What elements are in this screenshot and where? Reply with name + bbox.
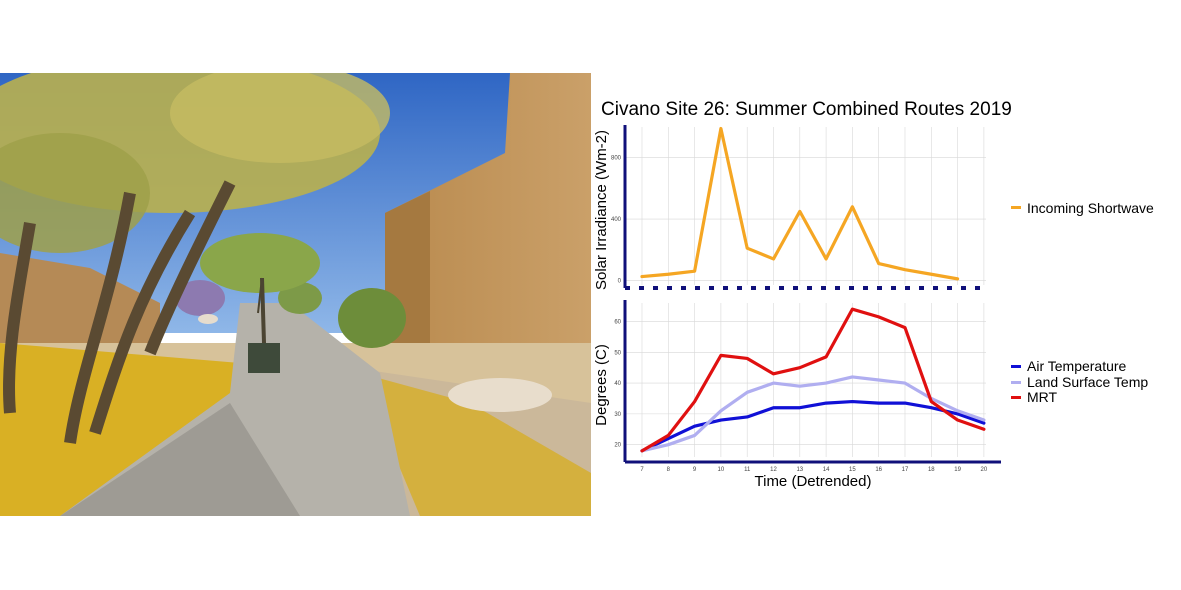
legend-label-incoming-shortwave: Incoming Shortwave <box>1027 200 1154 216</box>
site-photo <box>0 73 591 516</box>
bottom-y-tick-label: 20 <box>614 443 621 449</box>
legend-key-air-temperature <box>1011 365 1021 368</box>
x-tick-label: 12 <box>770 467 777 473</box>
tree-trunks <box>3 180 236 444</box>
bottom-y-tick-label: 30 <box>614 412 621 418</box>
legend-key-mrt <box>1011 396 1021 399</box>
x-tick-label: 7 <box>640 467 644 473</box>
top-y-tick-label: 0 <box>618 278 622 284</box>
x-tick-label: 10 <box>718 467 725 473</box>
top-y-tick-label: 400 <box>611 217 622 223</box>
x-tick-label: 8 <box>667 467 671 473</box>
x-tick-label: 14 <box>823 467 830 473</box>
x-tick-label: 13 <box>796 467 803 473</box>
chart: Civano Site 26: Summer Combined Routes 2… <box>593 99 1154 490</box>
boulder <box>448 378 552 412</box>
shrub <box>338 288 406 348</box>
yellow-ground-right <box>360 373 591 516</box>
x-tick-label: 11 <box>744 467 751 473</box>
x-axis-title: Time (Detrended) <box>755 473 872 490</box>
x-tick-label: 18 <box>928 467 935 473</box>
yellow-ground-left <box>0 343 240 516</box>
series-line-air-temperature <box>640 399 986 453</box>
legend-key-land-surface-temp <box>1011 381 1021 384</box>
x-tick-label: 15 <box>849 467 856 473</box>
x-tick-label: 17 <box>902 467 909 473</box>
x-tick-label: 16 <box>875 467 882 473</box>
x-tick-label: 9 <box>693 467 697 473</box>
bottom-panel: 20 30 40 50 60 7 8 9 10 11 12 13 14 15 16 17 18 19 20 Deg… <box>593 300 1001 490</box>
series-line-mrt <box>640 307 986 453</box>
bottom-y-tick-label: 60 <box>614 319 621 325</box>
x-tick-label: 19 <box>954 467 961 473</box>
bottom-y-tick-label: 40 <box>614 381 621 387</box>
top-y-tick-label: 800 <box>611 156 622 162</box>
legend-label-air-temperature: Air Temperature <box>1027 358 1127 374</box>
top-panel: 0 400 800 Solar Irradiance (Wm-2) <box>593 125 986 290</box>
bottom-legend: Air Temperature Land Surface Temp MRT <box>1011 358 1148 405</box>
legend-label-mrt: MRT <box>1027 389 1058 405</box>
top-legend: Incoming Shortwave <box>1011 200 1154 216</box>
series-line-land-surface-temp <box>640 375 986 453</box>
bottom-y-axis-title: Degrees (C) <box>593 344 610 426</box>
top-y-axis-title: Solar Irradiance (Wm-2) <box>593 130 610 290</box>
sensor-cart <box>248 343 280 373</box>
legend-key-incoming-shortwave <box>1011 206 1021 209</box>
series-line-incoming-shortwave <box>640 126 960 281</box>
x-tick-label: 20 <box>981 467 988 473</box>
bottom-y-tick-label: 50 <box>614 350 621 356</box>
chart-title: Civano Site 26: Summer Combined Routes 2… <box>601 99 1012 120</box>
legend-label-land-surface-temp: Land Surface Temp <box>1027 374 1148 390</box>
